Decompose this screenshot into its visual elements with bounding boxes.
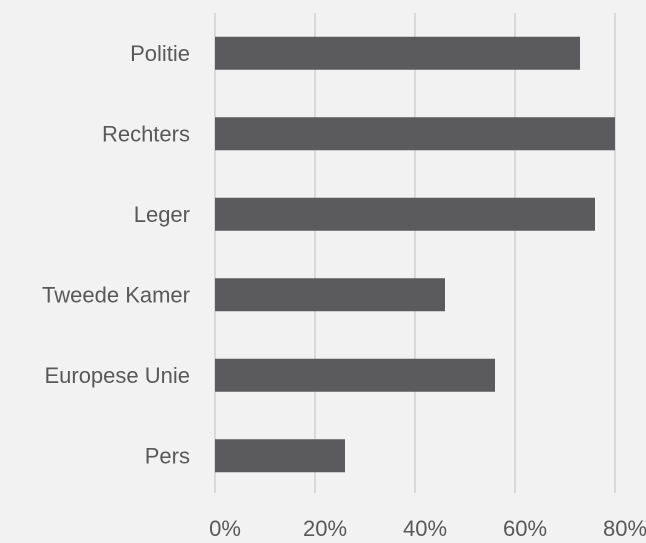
bar-politie: [215, 36, 580, 70]
gridlines: [214, 13, 616, 493]
category-label-europese-unie: Europese Unie: [44, 363, 190, 388]
category-label-pers: Pers: [145, 443, 190, 468]
bars: [215, 36, 615, 473]
x-axis-tick-labels: 0% 20% 40% 60% 80%: [209, 516, 646, 541]
bar-leger: [215, 197, 595, 231]
bar-pers: [215, 439, 345, 473]
x-tick-label-60pct: 60%: [503, 516, 547, 541]
category-labels: Politie Rechters Leger Tweede Kamer Europese…: [42, 41, 190, 469]
x-tick-label-80pct: 80%: [603, 516, 646, 541]
bar-europese-unie: [215, 358, 495, 392]
bar-rechters: [215, 117, 615, 151]
category-label-rechters: Rechters: [102, 121, 190, 146]
category-label-politie: Politie: [130, 41, 190, 66]
bar-tweede-kamer: [215, 278, 445, 312]
category-label-tweede-kamer: Tweede Kamer: [42, 282, 190, 307]
x-tick-label-40pct: 40%: [403, 516, 447, 541]
x-tick-label-0pct: 0%: [209, 516, 241, 541]
x-tick-label-20pct: 20%: [303, 516, 347, 541]
category-label-leger: Leger: [134, 202, 190, 227]
